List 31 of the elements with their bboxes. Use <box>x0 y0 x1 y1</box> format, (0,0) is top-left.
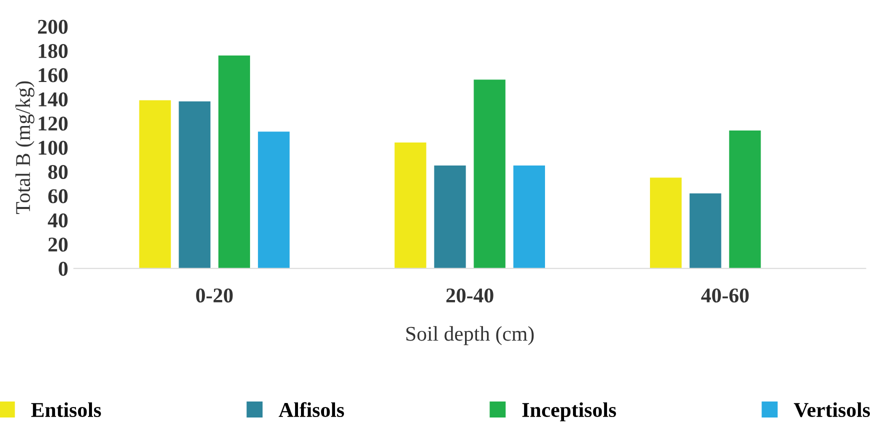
y-tick-label: 120 <box>38 116 68 131</box>
x-tick-label: 40-60 <box>701 288 749 303</box>
y-tick-label: 160 <box>38 68 68 82</box>
bar <box>218 55 250 268</box>
bar <box>139 100 171 268</box>
bar <box>258 132 290 268</box>
legend-label: Entisols <box>31 402 101 418</box>
y-tick-label: 140 <box>38 92 68 106</box>
bar <box>474 80 506 268</box>
y-tick-label: 60 <box>48 189 68 204</box>
bar <box>394 142 426 268</box>
y-tick-label: 80 <box>48 164 68 180</box>
legend-label: Alfisols <box>278 402 344 418</box>
y-axis-title: Total B (mg/kg) <box>15 81 34 214</box>
bar <box>513 166 546 268</box>
y-tick-label: 180 <box>38 44 68 58</box>
bar <box>729 130 761 268</box>
bar <box>434 166 466 268</box>
x-tick-label: 0-20 <box>196 288 233 303</box>
legend-label: Vertisols <box>794 402 870 418</box>
y-tick-label: 200 <box>38 20 68 34</box>
legend-label: Inceptisols <box>522 402 616 422</box>
x-tick-label: 20-40 <box>446 288 494 303</box>
y-tick-label: 100 <box>38 140 68 155</box>
bar <box>178 101 210 268</box>
bar <box>690 193 722 268</box>
x-axis-title: Soil depth (cm) <box>406 326 534 346</box>
bar <box>650 178 682 268</box>
y-tick-label: 40 <box>48 213 68 228</box>
y-tick-label: 0 <box>58 262 68 276</box>
y-tick-label: 20 <box>48 238 68 252</box>
